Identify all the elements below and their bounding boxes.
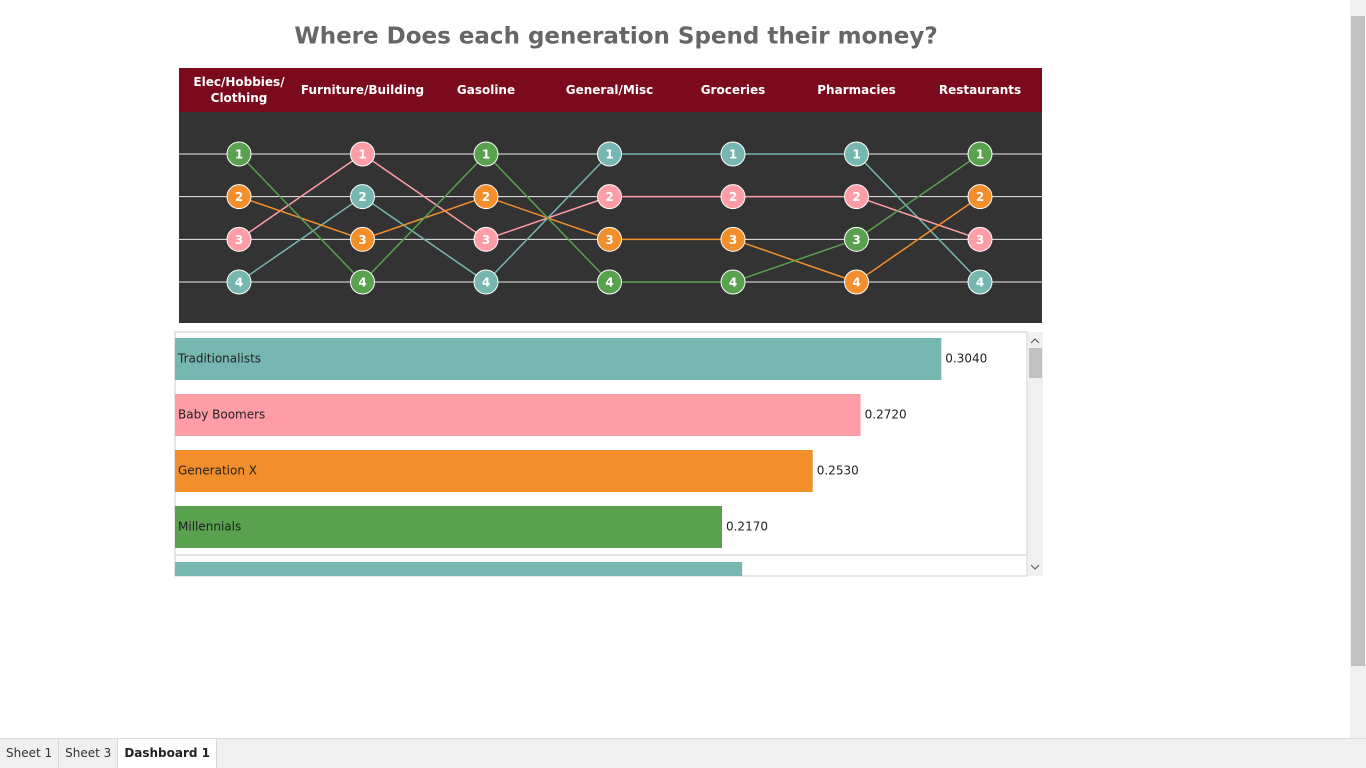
rank-dot [720, 141, 746, 167]
rank-label: 2 [358, 190, 366, 204]
scroll-up[interactable] [1030, 338, 1040, 344]
rank-label: 3 [976, 233, 984, 247]
page-scroll-thumb[interactable] [1351, 16, 1365, 666]
tab-bar: Sheet 1 Sheet 3 Dashboard 1 [0, 738, 1366, 768]
rank-dot [226, 226, 252, 252]
rank-label: 3 [852, 233, 860, 247]
rank-dot [597, 184, 622, 210]
rank-label: 2 [852, 190, 860, 204]
header-band [179, 68, 1042, 112]
rank-label: 3 [482, 233, 490, 247]
rank-dot [844, 226, 869, 252]
pane-scrollbar[interactable] [1028, 332, 1043, 576]
rank-dot [967, 269, 993, 295]
sheet-tab[interactable]: Sheet 3 [59, 739, 119, 768]
bar-category: Generation X [178, 464, 257, 478]
rank-label: 2 [729, 190, 737, 204]
rank-label: 1 [605, 148, 613, 162]
rank-label: 4 [605, 276, 613, 290]
rank-label: 2 [976, 190, 984, 204]
bar [175, 562, 743, 576]
rank-label: 1 [482, 148, 490, 162]
rank-dot [967, 226, 993, 252]
rank-dot [720, 226, 746, 252]
rank-dot [720, 269, 746, 295]
rank-dot [597, 141, 622, 167]
rank-label: 3 [605, 233, 613, 247]
bar-category: Millennials [178, 520, 241, 534]
column-header: Furniture/Building [300, 83, 425, 97]
rank-label: 1 [852, 148, 860, 162]
bar-value: 0.2720 [865, 408, 907, 422]
dashboard: Where Does each generation Spend their m… [174, 0, 1366, 738]
rank-dot [226, 269, 252, 295]
bar-value: 0.2170 [726, 520, 768, 534]
rank-label: 3 [729, 233, 737, 247]
bar-category: Traditionalists [177, 352, 261, 366]
rank-label: 1 [976, 148, 984, 162]
dashboard-title: Where Does each generation Spend their m… [294, 24, 937, 50]
pane-scroll-thumb[interactable] [1029, 348, 1042, 378]
rank-dot [473, 226, 499, 252]
rank-dot [844, 269, 869, 295]
bar [175, 450, 813, 492]
rank-dot [844, 141, 869, 167]
rank-label: 4 [482, 276, 490, 290]
rank-label: 4 [358, 276, 366, 290]
bar-value: 0.3040 [945, 352, 987, 366]
sheet-tab[interactable]: Sheet 1 [0, 739, 60, 768]
rank-label: 1 [729, 148, 737, 162]
rank-label: 2 [235, 190, 243, 204]
rank-label: 4 [852, 276, 860, 290]
bar-category: Baby Boomers [178, 408, 265, 422]
rank-label: 2 [605, 190, 613, 204]
scroll-down[interactable] [1030, 564, 1040, 570]
rank-dot [844, 184, 869, 210]
rank-dot [597, 226, 622, 252]
rank-dot [350, 269, 375, 295]
rank-label: 3 [358, 233, 366, 247]
rank-dot [720, 184, 746, 210]
rank-label: 4 [235, 276, 243, 290]
rank-dot [473, 269, 499, 295]
rank-label: 2 [482, 190, 490, 204]
rank-dot [473, 141, 499, 167]
column-header: Gasoline [456, 83, 516, 97]
rank-label: 1 [235, 148, 243, 162]
rank-dot [967, 141, 993, 167]
rank-dot [350, 141, 375, 167]
column-header: General/Misc [565, 83, 654, 97]
rank-dot [226, 184, 252, 210]
rank-dot [350, 226, 375, 252]
rank-label: 4 [729, 276, 737, 290]
rank-label: 4 [976, 276, 984, 290]
rank-dot [967, 184, 993, 210]
rank-dot [350, 184, 375, 210]
bar-value: 0.2530 [817, 464, 859, 478]
bar [175, 506, 722, 548]
column-header: Groceries [700, 83, 766, 97]
rank-label: 3 [235, 233, 243, 247]
bar [175, 338, 942, 380]
rank-dot [473, 184, 499, 210]
column-header: Restaurants [938, 83, 1022, 97]
column-header: Pharmacies [817, 83, 896, 97]
rank-dot [597, 269, 622, 295]
sheet-tab[interactable]: Dashboard 1 [118, 739, 218, 768]
rank-dot [226, 141, 252, 167]
bar [175, 394, 861, 436]
rank-label: 1 [358, 148, 366, 162]
column-header: Elec/Hobbies/ Clothing [193, 75, 285, 105]
